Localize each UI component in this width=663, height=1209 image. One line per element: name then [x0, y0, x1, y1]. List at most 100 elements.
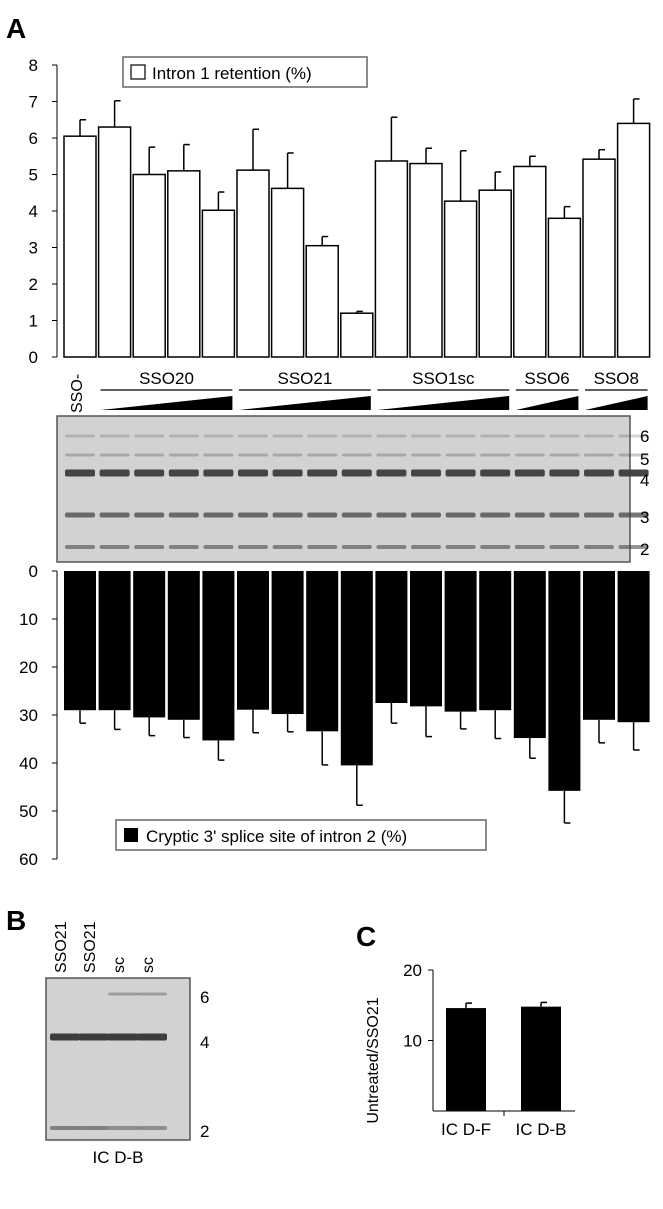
gel-band	[618, 512, 649, 518]
gel-b-band	[79, 1033, 109, 1041]
legend-label-top: Intron 1 retention (%)	[152, 64, 312, 83]
y-tick-label-bottom: 50	[19, 802, 38, 821]
concentration-wedge	[585, 396, 648, 410]
panel-b-label: B	[6, 905, 26, 936]
gel-band	[307, 434, 338, 438]
panel-c-label: C	[356, 921, 376, 952]
legend-swatch-filled	[124, 828, 138, 842]
bar-cryptic-splice	[479, 571, 512, 711]
gel-band	[168, 453, 199, 457]
y-tick-label-top: 4	[29, 202, 38, 221]
legend-box-top	[122, 56, 368, 88]
bar-cryptic-splice	[98, 571, 131, 711]
bar-intron1-retention	[270, 187, 305, 358]
bar-cryptic-splice	[410, 571, 442, 707]
gel-band	[238, 545, 268, 549]
bar-intron1-retention	[340, 312, 374, 358]
gel-band	[514, 434, 545, 438]
panel-a-label: A	[6, 13, 26, 44]
band-size-label: 4	[640, 471, 649, 490]
gel-band	[203, 545, 234, 549]
gel-band	[480, 434, 511, 438]
gel-band	[341, 545, 372, 549]
bar-intron1-retention	[478, 189, 512, 358]
band-size-label: 5	[640, 450, 649, 469]
gel-band	[514, 512, 545, 518]
gel-band	[65, 469, 95, 477]
bar-intron1-retention	[547, 217, 582, 358]
gel-band	[549, 469, 580, 477]
bar-intron1-retention	[167, 170, 201, 358]
gel-band	[65, 453, 95, 457]
gel-band	[168, 469, 199, 477]
gel-band	[376, 434, 407, 438]
y-tick-label-bottom: 60	[19, 850, 38, 869]
gel-band	[99, 545, 130, 549]
bar-intron1-retention	[443, 200, 478, 358]
gel-band	[411, 434, 441, 438]
gel-band	[203, 469, 234, 477]
gel-band	[618, 434, 649, 438]
intron1-retention-chart: 0 1 2 3 4 5 6 7 8 Intron 1 retention (%)	[29, 56, 651, 367]
gel-band	[238, 469, 268, 477]
gel-band	[307, 512, 338, 518]
bar-cryptic-splice	[617, 571, 650, 723]
y-tick-label-bottom: 30	[19, 706, 38, 725]
bar-cryptic-splice	[133, 571, 166, 718]
gel-image-b	[45, 977, 191, 1141]
y-axis-label-c: Untreated/SSO21	[365, 997, 382, 1123]
gel-band	[445, 434, 476, 438]
bar-cryptic-splice	[375, 571, 408, 703]
gel-band	[549, 545, 580, 549]
gel-band	[65, 545, 95, 549]
gel-band	[549, 434, 580, 438]
gel-band	[168, 545, 199, 549]
bar-cryptic-splice	[444, 571, 477, 712]
gel-band	[411, 512, 441, 518]
gel-b-band-label: 4	[200, 1033, 209, 1052]
bar-cryptic-splice	[548, 571, 581, 791]
gel-b-band	[137, 1033, 167, 1041]
y-tick-label-c: 10	[403, 1032, 422, 1051]
gel-band	[584, 545, 614, 549]
bar-cryptic-splice	[64, 571, 96, 711]
band-size-label: 6	[640, 427, 649, 446]
y-tick-label-top: 3	[29, 239, 38, 258]
bar-intron1-retention	[236, 169, 270, 358]
y-tick-label-c: 20	[403, 961, 422, 980]
gel-band	[272, 512, 303, 518]
gel-band	[376, 453, 407, 457]
gel-band	[445, 545, 476, 549]
gel-band	[514, 469, 545, 477]
gel-band	[514, 545, 545, 549]
y-tick-label-bottom: 10	[19, 610, 38, 629]
bar-intron1-retention	[513, 165, 547, 358]
y-tick-label-top: 5	[29, 166, 38, 185]
concentration-wedge	[100, 396, 233, 410]
y-tick-label-bottom: 0	[29, 562, 38, 581]
lane-group-label: SSO8	[594, 369, 639, 388]
gel-band	[99, 512, 130, 518]
y-tick-label-top: 2	[29, 275, 38, 294]
bar-cryptic-splice	[237, 571, 269, 710]
lane-label-sso-minus: SSO-	[69, 374, 86, 413]
gel-band	[272, 545, 303, 549]
gel-image-a	[56, 415, 631, 563]
gel-band	[238, 453, 268, 457]
gel-b-lane-label: SSO21	[53, 921, 70, 973]
gel-panel-b: SSO21 SSO21 sc sc 6 4 2 IC D-B	[45, 921, 209, 1167]
lane-group-label: SSO6	[524, 369, 569, 388]
gel-band	[480, 545, 511, 549]
gel-b-band	[108, 1033, 138, 1041]
gel-band	[168, 512, 199, 518]
bar-cryptic-splice	[167, 571, 200, 720]
gel-band	[99, 469, 130, 477]
bar-intron1-retention	[201, 209, 236, 358]
gel-band	[341, 512, 372, 518]
lane-group-label: SSO21	[277, 369, 332, 388]
gel-band	[272, 469, 303, 477]
gel-band	[99, 434, 130, 438]
cryptic-splice-chart: 0 10 20 30 40 50 60 Cryptic 3' splice site of i…	[19, 562, 650, 869]
gel-band	[549, 512, 580, 518]
